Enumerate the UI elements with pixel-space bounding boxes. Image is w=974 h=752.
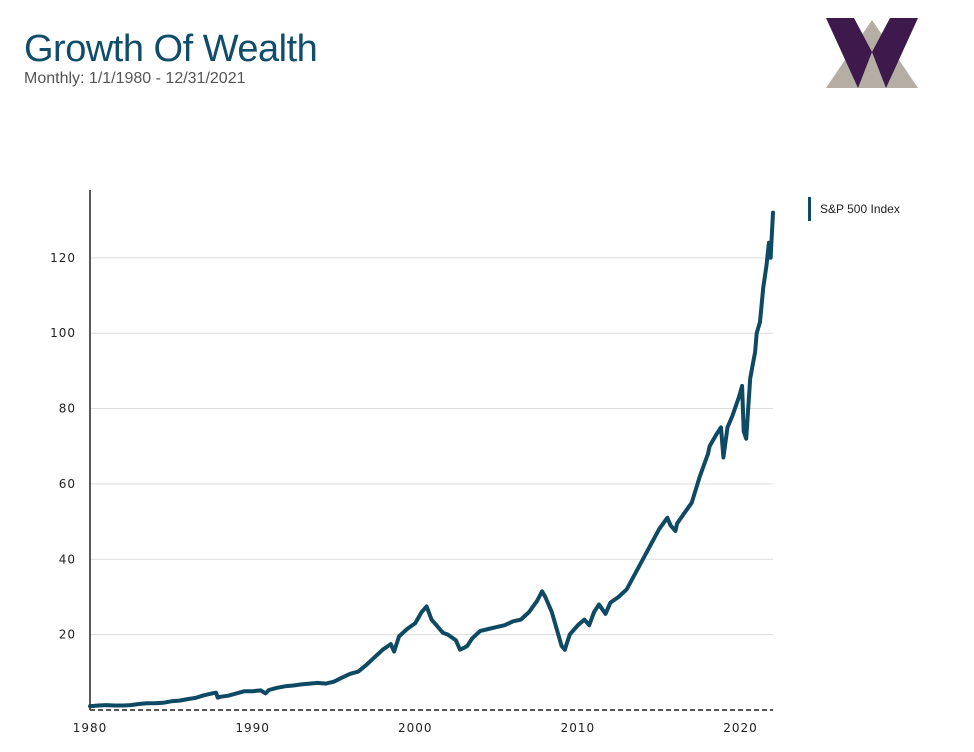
y-tick-label: 20: [59, 628, 76, 642]
x-tick-label: 2020: [723, 721, 758, 735]
legend[interactable]: S&P 500 Index: [808, 197, 900, 221]
y-tick-label: 100: [50, 326, 76, 340]
x-tick-label: 2010: [561, 721, 596, 735]
chart-title: Growth Of Wealth: [24, 28, 318, 70]
y-tick-label: 120: [50, 251, 76, 265]
x-tick-label: 2000: [398, 721, 433, 735]
grid-layer: [90, 257, 773, 636]
w-logo-icon: [826, 18, 918, 88]
x-tick-label: 1980: [73, 721, 108, 735]
series-layer: [88, 210, 775, 709]
y-tick-label: 40: [59, 552, 76, 566]
logo-left-shape: [826, 18, 872, 88]
chart-subtitle: Monthly: 1/1/1980 - 12/31/2021: [24, 70, 246, 87]
axis-layer: 20 40 60 80 100 120 1980 1990 2000 2010 2020: [50, 190, 773, 735]
logo-back-shape: [826, 20, 918, 88]
logo-right-shape: [872, 18, 918, 88]
y-tick-label: 80: [59, 402, 76, 416]
legend-swatch: [808, 197, 811, 221]
x-tick-label: 1990: [235, 721, 270, 735]
legend-label: S&P 500 Index: [820, 202, 900, 216]
y-tick-label: 60: [59, 477, 76, 491]
series-line-sp500: [88, 210, 775, 709]
